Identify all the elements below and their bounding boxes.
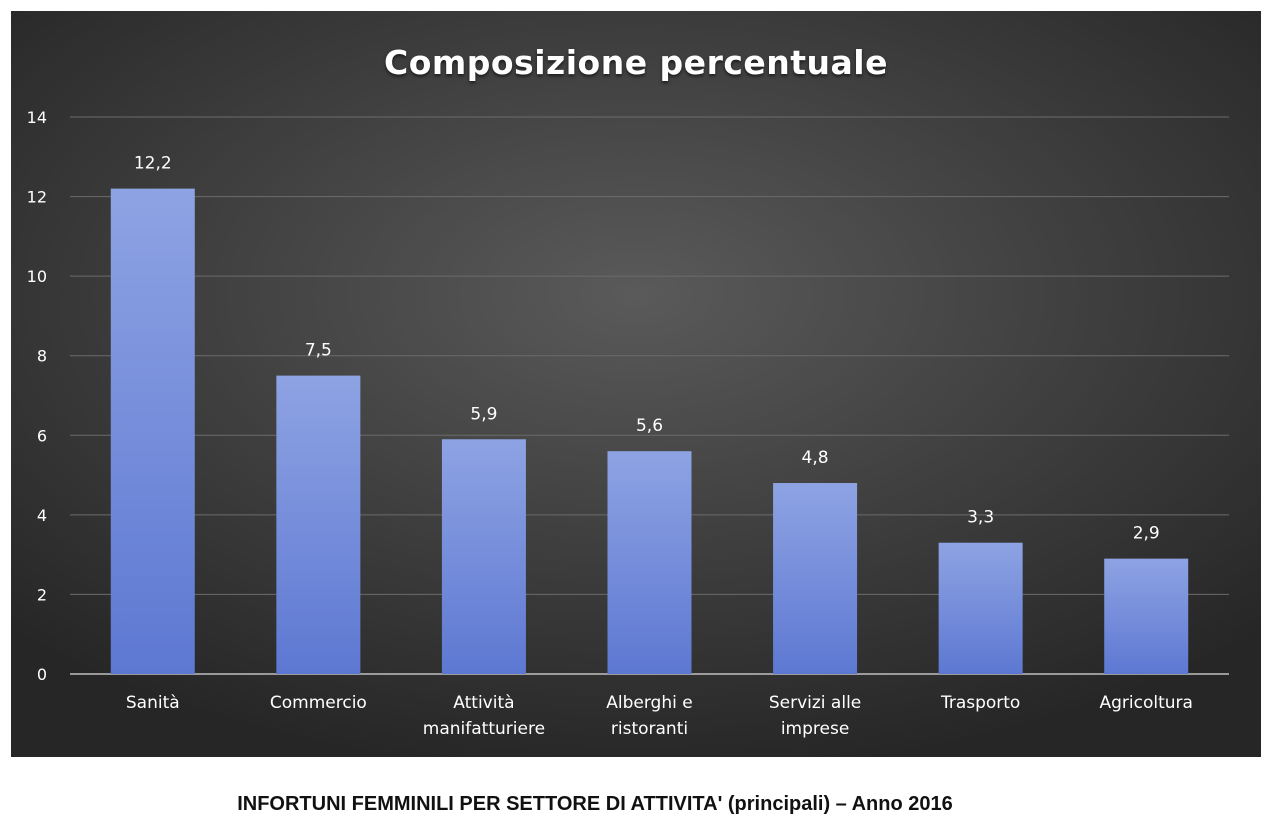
bar <box>607 451 692 674</box>
data-label: 4,8 <box>802 448 829 468</box>
chart-panel: Composizione percentuale 0 2 4 6 8 10 12 14 12,… <box>11 11 1261 757</box>
figure-caption: INFORTUNI FEMMINILI PER SETTORE DI ATTIV… <box>237 793 953 815</box>
y-axis-ticks: 0 2 4 6 8 10 12 14 <box>27 108 47 684</box>
bar <box>276 375 361 674</box>
x-tick-label-line: Sanità <box>126 693 180 713</box>
data-label: 2,9 <box>1133 524 1160 544</box>
y-tick-label: 14 <box>27 108 47 127</box>
x-tick-label: Sanità <box>126 693 180 713</box>
data-label: 3,3 <box>967 508 994 528</box>
y-tick-label: 10 <box>27 267 47 286</box>
x-tick-label-line: ristoranti <box>611 719 688 739</box>
data-label: 5,6 <box>636 416 663 436</box>
y-tick-label: 12 <box>27 188 47 207</box>
bar <box>1104 558 1189 674</box>
bar <box>938 542 1023 674</box>
x-tick-label: Attività manifatturiere <box>423 693 545 739</box>
data-label: 7,5 <box>305 341 332 361</box>
bar <box>441 439 526 674</box>
x-tick-label-line: Attività <box>453 693 514 713</box>
x-tick-label: Trasporto <box>940 693 1020 713</box>
chart-title: Composizione percentuale <box>383 43 889 82</box>
x-axis-categories: Sanità Commercio Attività manifatturiere Alb… <box>126 693 1193 739</box>
bars <box>110 188 1189 674</box>
x-tick-label-line: manifatturiere <box>423 719 545 739</box>
x-tick-label-line: Servizi alle <box>769 693 861 713</box>
x-tick-label-line: Trasporto <box>940 693 1020 713</box>
y-tick-label: 8 <box>37 347 47 366</box>
bar <box>110 188 195 674</box>
x-tick-label: Commercio <box>270 693 367 713</box>
x-tick-label-line: Alberghi e <box>606 693 692 713</box>
x-tick-label: Servizi alle imprese <box>769 693 861 739</box>
x-tick-label: Alberghi e ristoranti <box>606 693 692 739</box>
y-tick-label: 2 <box>37 585 47 604</box>
data-labels: 12,2 7,5 5,9 5,6 4,8 3,3 2,9 <box>134 154 1160 544</box>
x-tick-label-line: imprese <box>781 719 849 739</box>
y-tick-label: 0 <box>37 665 47 684</box>
x-tick-label-line: Agricoltura <box>1099 693 1192 713</box>
data-label: 12,2 <box>134 154 172 174</box>
y-tick-label: 6 <box>37 426 47 445</box>
bar-chart: 0 2 4 6 8 10 12 14 12,2 7,5 5,9 5,6 4,8 3,3 2,9 Sanit… <box>27 108 1229 739</box>
data-label: 5,9 <box>470 404 497 424</box>
y-tick-label: 4 <box>37 506 47 525</box>
x-tick-label-line: Commercio <box>270 693 367 713</box>
x-tick-label: Agricoltura <box>1099 693 1192 713</box>
bar <box>773 483 858 674</box>
